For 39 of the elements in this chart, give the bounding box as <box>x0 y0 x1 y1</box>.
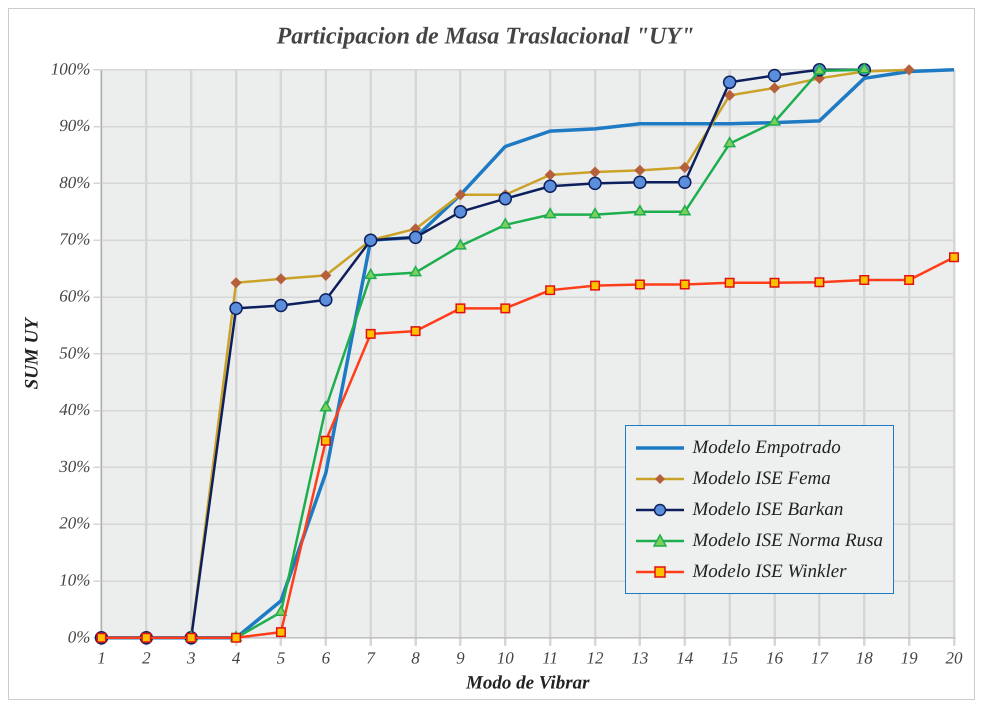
x-tick-label: 18 <box>856 648 874 668</box>
x-tick-label: 4 <box>232 648 241 668</box>
x-tick-label: 2 <box>142 648 152 668</box>
y-tick-label: 0% <box>68 627 90 646</box>
x-tick-label: 17 <box>810 648 830 668</box>
y-tick-label: 30% <box>58 456 90 476</box>
x-tick-label: 9 <box>456 648 466 668</box>
x-axis-title: Modo de Vibrar <box>464 672 590 694</box>
x-tick-label: 6 <box>322 648 331 668</box>
x-tick-label: 5 <box>276 648 286 668</box>
y-axis-title: SUM UY <box>21 316 42 390</box>
y-tick-label: 70% <box>59 230 90 249</box>
legend-label: Modelo ISE Fema <box>692 468 831 490</box>
x-tick-label: 13 <box>631 648 648 668</box>
y-tick-label: 90% <box>59 116 90 136</box>
x-tick-label: 20 <box>946 648 963 668</box>
legend-label: Modelo ISE Winkler <box>692 560 847 582</box>
y-tick-label: 60% <box>59 286 90 306</box>
x-tick-label: 1 <box>97 648 106 668</box>
y-tick-label: 50% <box>59 343 90 362</box>
x-tick-label: 11 <box>542 648 558 668</box>
x-tick-label: 16 <box>766 648 784 668</box>
legend-label: Modelo Empotrado <box>692 436 841 458</box>
y-tick-label: 20% <box>59 514 90 533</box>
x-tick-label: 10 <box>496 648 514 668</box>
x-tick-label: 12 <box>586 648 604 668</box>
y-tick-label: 40% <box>59 400 90 420</box>
legend-label: Modelo ISE Norma Rusa <box>692 530 883 552</box>
y-tick-label: 80% <box>59 172 90 192</box>
y-tick-label: 100% <box>50 59 90 78</box>
x-tick-label: 14 <box>676 648 694 668</box>
x-tick-label: 3 <box>186 648 196 668</box>
x-tick-label: 19 <box>900 648 918 668</box>
y-tick-label: 10% <box>59 570 90 590</box>
x-tick-label: 15 <box>721 648 738 668</box>
x-tick-label: 8 <box>411 648 420 668</box>
chart-title: Participacion de Masa Traslacional "UY" <box>276 24 694 50</box>
x-tick-label: 7 <box>366 648 376 668</box>
legend-label: Modelo ISE Barkan <box>692 498 844 520</box>
